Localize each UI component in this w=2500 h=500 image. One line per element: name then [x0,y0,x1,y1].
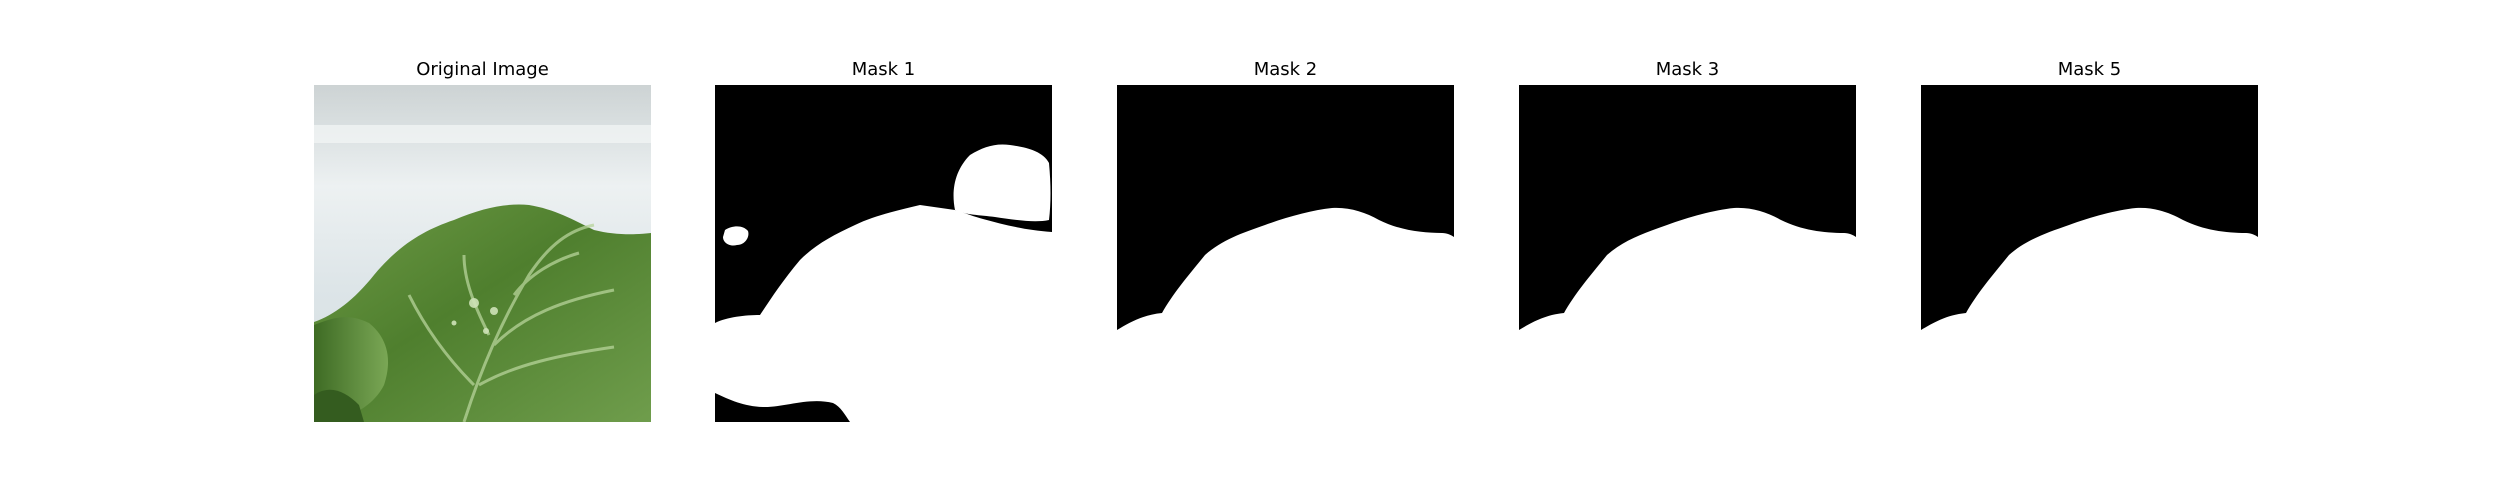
mask-5-image [1921,85,2258,422]
panel-title: Mask 3 [1655,59,1720,80]
mask-3-image [1519,85,1856,422]
mask-2-image [1117,85,1454,422]
original-image [314,85,651,422]
panel-title: Mask 5 [2057,59,2122,80]
panel-title: Mask 1 [851,59,916,80]
panel-title: Mask 2 [1253,59,1318,80]
panel-title: Original Image [416,59,549,80]
mask-1-image [715,85,1052,422]
